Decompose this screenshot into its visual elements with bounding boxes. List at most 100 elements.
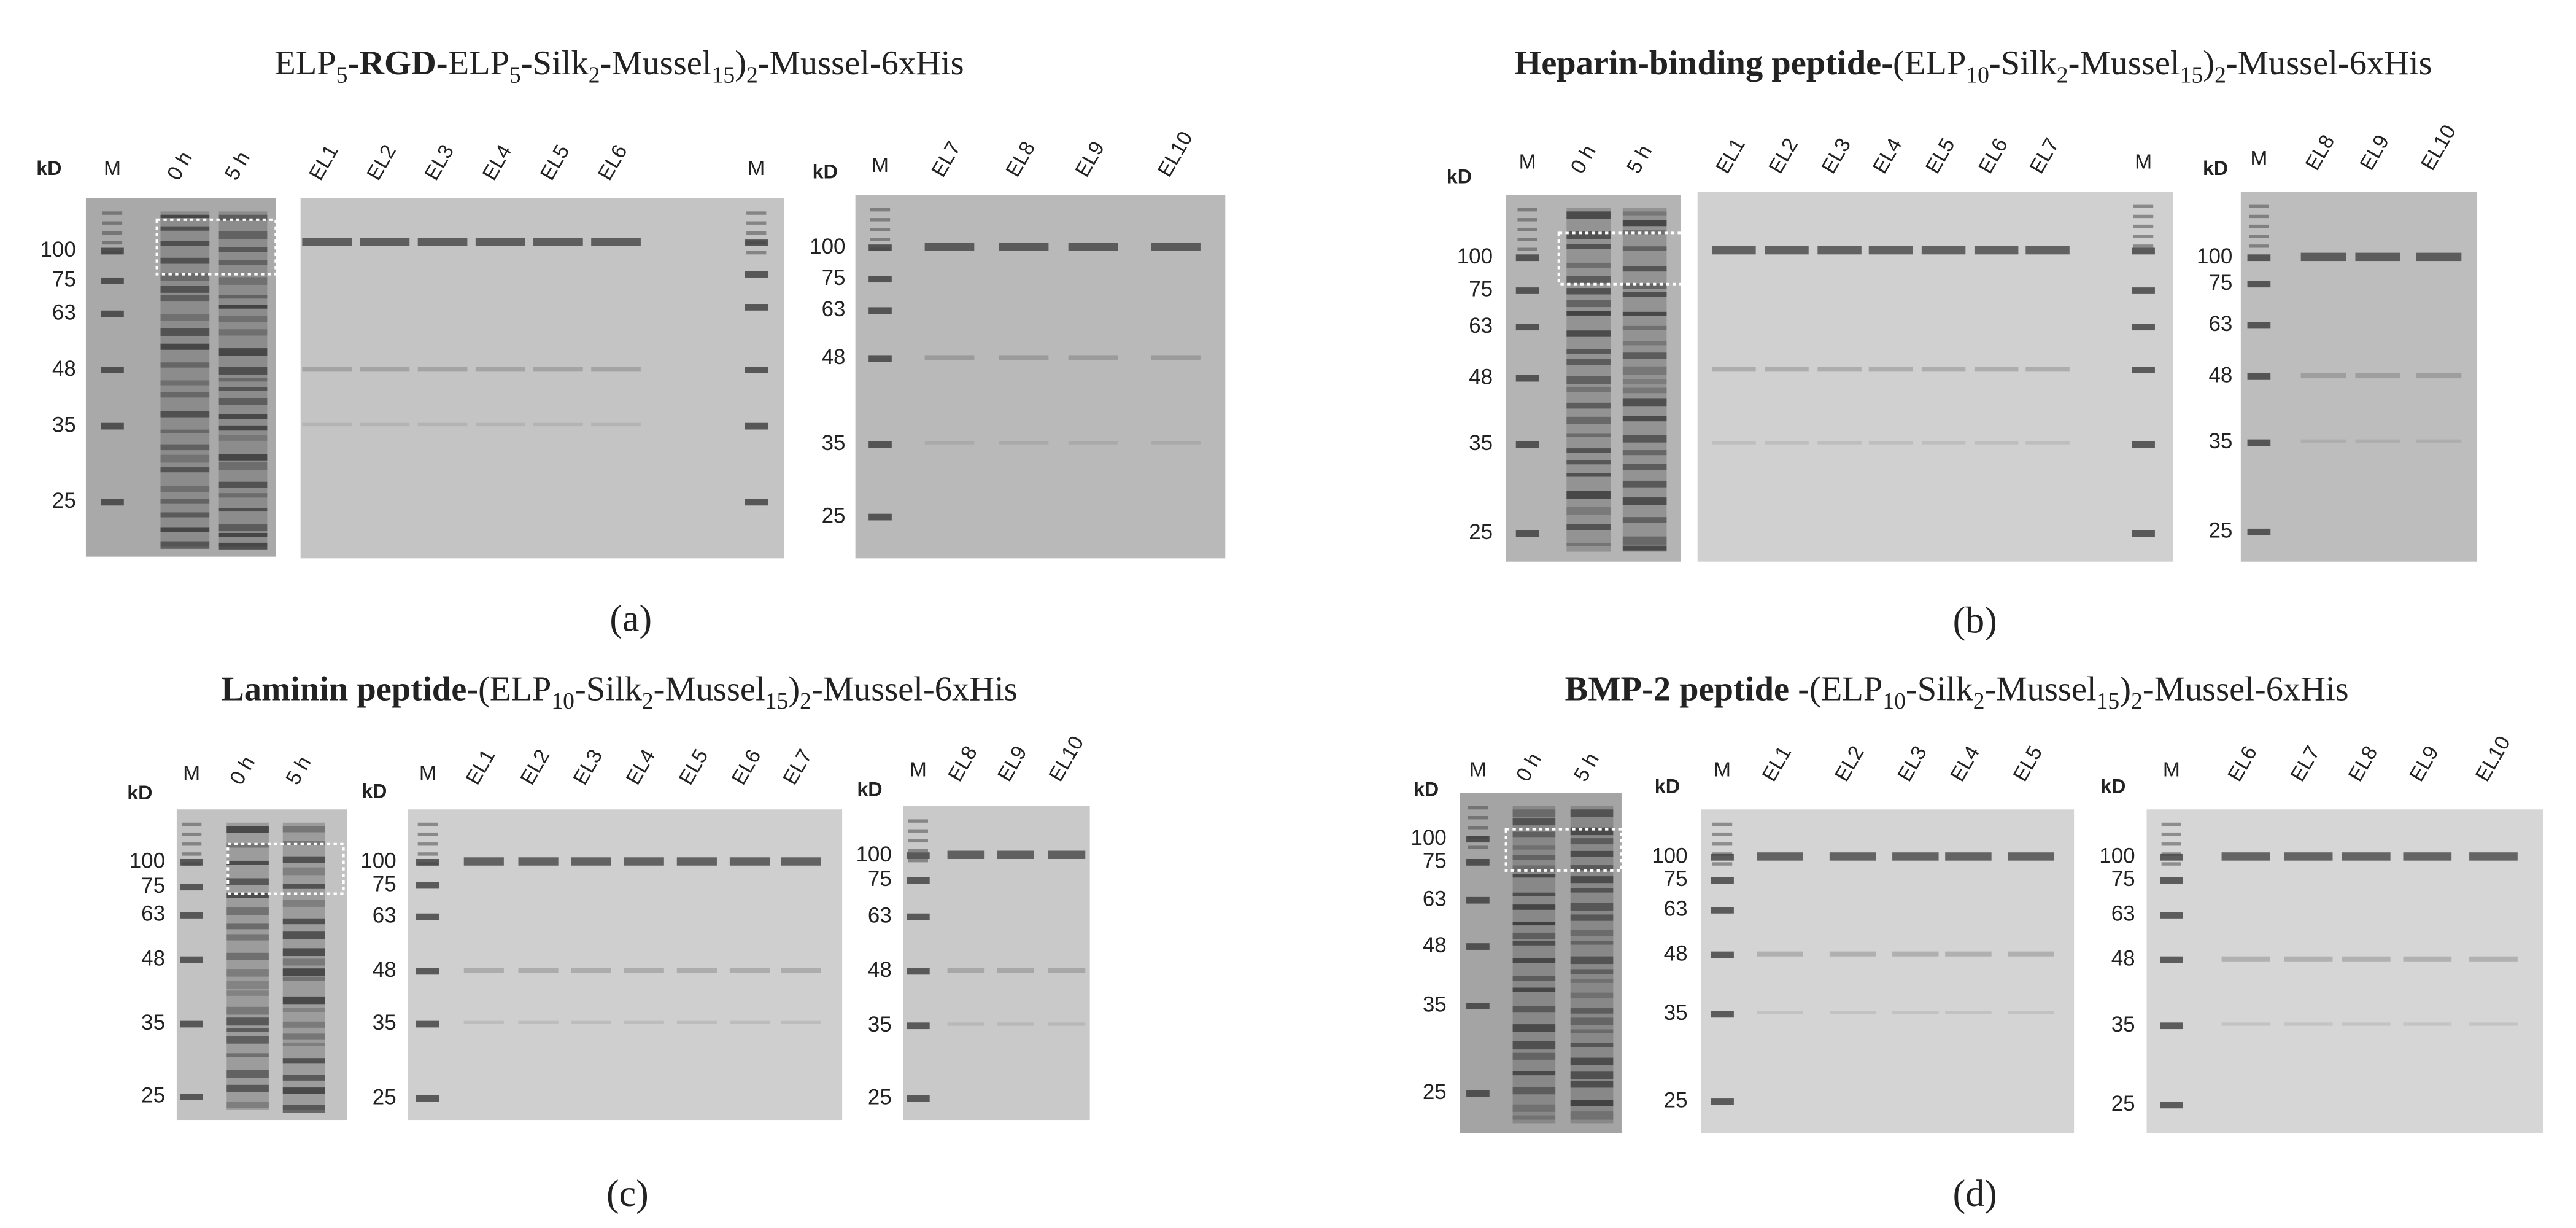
marker-band xyxy=(2160,853,2183,861)
marker-band xyxy=(180,956,203,963)
lysate-band xyxy=(160,527,210,532)
marker-band xyxy=(870,208,891,212)
marker-label: 100 xyxy=(360,849,396,873)
marker-band xyxy=(180,884,203,891)
lysate-band xyxy=(1570,809,1614,817)
marker-band xyxy=(908,819,929,823)
lysate-band xyxy=(226,1053,269,1057)
lysate-band xyxy=(282,1105,325,1113)
faint-band xyxy=(302,367,352,372)
lysate-band xyxy=(1512,976,1556,981)
lysate-band xyxy=(1512,1041,1556,1050)
marker-band xyxy=(868,441,892,448)
faint-band xyxy=(1151,441,1201,445)
marker-band xyxy=(102,251,123,255)
protein-band xyxy=(999,243,1049,251)
marker-band xyxy=(1466,943,1490,950)
faint-band xyxy=(1945,951,1992,957)
marker-band xyxy=(746,241,767,245)
marker-label: 63 xyxy=(373,903,396,927)
lysate-band xyxy=(1566,448,1611,453)
lysate-band xyxy=(218,462,268,470)
faint-band xyxy=(729,968,770,973)
lysate-band xyxy=(1570,850,1614,857)
lysate-band xyxy=(1566,211,1611,219)
marker-band xyxy=(868,276,892,283)
marker-band xyxy=(2132,441,2155,448)
lysate-band xyxy=(1570,865,1614,871)
marker-band xyxy=(2133,224,2154,228)
marker-band xyxy=(1515,324,1539,331)
faint-band xyxy=(2284,956,2333,962)
title-segment: 10 xyxy=(551,688,574,714)
marker-label: 48 xyxy=(373,958,396,982)
faint-band xyxy=(947,968,985,973)
lysate-band xyxy=(1566,542,1611,546)
protein-band xyxy=(1945,852,1992,861)
lysate-band xyxy=(282,1058,325,1064)
faint-band xyxy=(2469,1022,2518,1026)
protein-band xyxy=(1068,243,1118,251)
faint-band xyxy=(1921,441,1966,445)
marker-band xyxy=(1515,441,1539,448)
kd-label: kD xyxy=(127,782,152,804)
lysate-band xyxy=(1622,435,1667,443)
lysate-band xyxy=(282,931,325,939)
lane-smear xyxy=(1512,806,1556,1124)
marker-label: 48 xyxy=(141,946,165,970)
marker-label: 48 xyxy=(822,345,846,369)
lysate-band xyxy=(1622,480,1667,488)
lysate-band xyxy=(1512,932,1556,939)
title-segment: 2 xyxy=(1973,688,1985,714)
title-segment: ELP xyxy=(274,44,336,82)
lysate-band xyxy=(282,948,325,957)
lysate-band xyxy=(218,305,268,309)
marker-band xyxy=(2160,1022,2183,1030)
marker-band xyxy=(102,241,123,245)
lysate-band xyxy=(218,508,268,512)
marker-band xyxy=(907,968,930,975)
lysate-band xyxy=(1512,922,1556,926)
lysate-band xyxy=(1622,292,1667,297)
lysate-band xyxy=(1570,969,1614,974)
lane-label: M xyxy=(2250,147,2267,170)
title-segment: 15 xyxy=(2097,688,2120,714)
marker-band xyxy=(1517,238,1537,241)
title-segment: ) xyxy=(788,670,800,709)
gel xyxy=(1701,809,2075,1133)
highlight-box xyxy=(226,842,345,895)
faint-band xyxy=(2355,439,2400,443)
gel xyxy=(855,195,1226,559)
faint-band xyxy=(475,367,525,372)
faint-band xyxy=(1892,1011,1939,1014)
lysate-band xyxy=(282,977,325,981)
marker-label: 35 xyxy=(1423,993,1447,1017)
lysate-band xyxy=(1512,809,1556,817)
lysate-band xyxy=(1566,330,1611,337)
faint-band xyxy=(302,422,352,427)
lysate-band xyxy=(1512,818,1556,826)
lysate-band xyxy=(160,314,210,321)
lysate-band xyxy=(1622,246,1667,251)
lysate-band xyxy=(1622,325,1667,330)
faint-band xyxy=(2221,956,2270,962)
lysate-band xyxy=(1570,1057,1614,1065)
marker-band xyxy=(908,858,929,863)
lysate-band xyxy=(160,295,210,302)
lysate-band xyxy=(282,1033,325,1040)
faint-band xyxy=(2300,439,2346,443)
marker-band xyxy=(745,499,768,506)
kd-label: kD xyxy=(1414,779,1439,801)
faint-band xyxy=(1757,951,1803,957)
lane-label: M xyxy=(748,157,765,180)
marker-label: 25 xyxy=(1423,1080,1447,1104)
marker-band xyxy=(746,221,767,225)
marker-band xyxy=(746,251,767,255)
marker-label: 25 xyxy=(822,503,846,527)
lysate-band xyxy=(226,1027,269,1032)
marker-band xyxy=(1712,832,1733,836)
lysate-band xyxy=(1570,1111,1614,1120)
faint-band xyxy=(463,968,504,973)
marker-band xyxy=(2132,367,2155,374)
marker-band xyxy=(2247,373,2271,380)
